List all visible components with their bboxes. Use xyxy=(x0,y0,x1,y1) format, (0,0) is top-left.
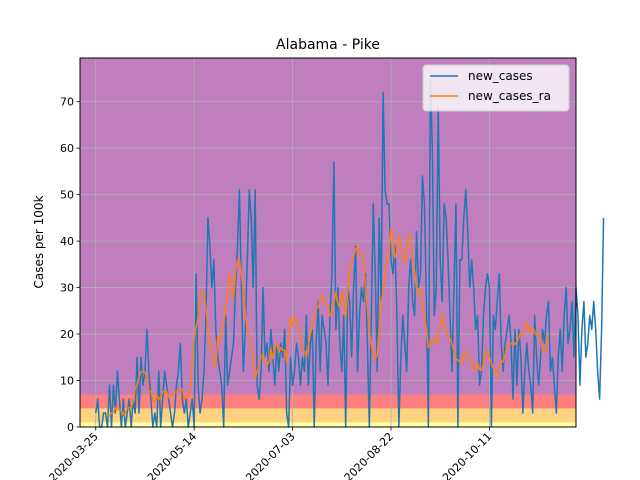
band-0 xyxy=(80,422,576,427)
series-lines xyxy=(95,77,605,428)
band-1 xyxy=(80,408,576,423)
ytick-label-40: 40 xyxy=(60,235,74,248)
ytick-label-50: 50 xyxy=(60,189,74,202)
series-line-new_cases_ra xyxy=(107,227,550,417)
ytick-label-0: 0 xyxy=(67,421,74,434)
legend-box xyxy=(422,64,570,112)
y-axis: 0 10 20 30 40 50 60 70 xyxy=(60,96,80,434)
series-line-new_cases xyxy=(95,77,605,428)
ytick-label-60: 60 xyxy=(60,142,74,155)
legend-label-new_cases: new_cases xyxy=(468,69,533,83)
chart-title: Alabama - Pike xyxy=(276,37,380,53)
legend: new_cases new_cases_ra xyxy=(422,64,570,112)
ytick-label-30: 30 xyxy=(60,282,74,295)
ytick-label-70: 70 xyxy=(60,96,74,109)
legend-label-new_cases_ra: new_cases_ra xyxy=(468,89,551,103)
ytick-label-10: 10 xyxy=(60,375,74,388)
band-2 xyxy=(80,394,576,409)
plot-frame xyxy=(79,57,577,428)
ytick-label-20: 20 xyxy=(60,328,74,341)
y-axis-label: Cases per 100k xyxy=(32,195,46,288)
